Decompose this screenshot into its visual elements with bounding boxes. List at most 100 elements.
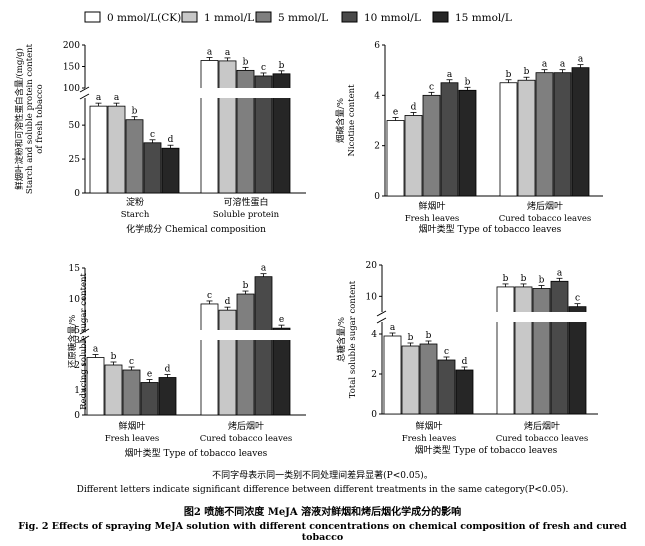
bar [386, 120, 405, 197]
x-axis-label: 烟叶类型 Type of tobacco leaves [125, 447, 268, 459]
bar [89, 105, 108, 194]
category-label-zh: 淀粉 [126, 196, 144, 208]
significance-letter: a [447, 70, 453, 80]
significance-letter: b [465, 77, 471, 87]
bar-break-gap [496, 312, 515, 322]
y-tick-label: 0 [74, 189, 80, 199]
bar-break-gap [272, 330, 291, 340]
significance-letter: e [393, 108, 398, 118]
bar-break-gap [254, 88, 273, 98]
y-tick-label: 5 [74, 326, 80, 336]
y-tick-label: 100 [63, 84, 80, 94]
figure: 0 mmol/L(CK) 1 mmol/L 5 mmol/L 10 mmol/L 15 … [14, 11, 603, 459]
y-tick-label: 2 [374, 142, 380, 152]
bar [535, 72, 554, 197]
significance-letter: b [243, 57, 249, 67]
category-label-en: Fresh leaves [105, 434, 160, 444]
bar-break-gap [568, 312, 587, 322]
bar-break-gap [236, 88, 255, 98]
chart-panel-reducing-sugar: 0 1 2 35 10 15 a b c e d 鲜烟叶 Fresh leaves c d b a e 烤后烟叶 Cu… [67, 264, 306, 459]
bar [440, 82, 459, 197]
y-axis-label: Total soluble sugar content [348, 280, 358, 398]
significance-letter: b [279, 61, 285, 71]
y-tick-label: 20 [366, 261, 378, 271]
y-axis-label: 烟碱含量/% [335, 98, 346, 143]
bar [122, 369, 141, 416]
legend-swatch [341, 11, 358, 23]
y-axis-label: Starch and soluble protein content [25, 43, 35, 194]
category-label-zh: 烤后烟叶 [527, 200, 563, 212]
significance-letter: c [207, 291, 212, 301]
bar [218, 60, 237, 194]
bar [437, 359, 456, 415]
y-tick-label: 4 [371, 330, 377, 340]
bar [272, 327, 291, 416]
bar [571, 67, 590, 197]
significance-letter: a [542, 60, 548, 70]
chart-panel-starch-protein: 0 25 50 100 150 200 a a b c d 淀粉 Starch a a b c b 可溶性蛋白 Sol… [14, 41, 306, 235]
bar [140, 382, 159, 416]
significance-note-zh: 不同字母表示同一类别不同处理间差异显著(P<0.05)。 [212, 471, 433, 481]
x-axis-label: 化学成分 Chemical composition [126, 223, 266, 235]
category-label-en: Starch [121, 210, 150, 220]
legend-swatch [432, 11, 449, 23]
legend-swatch [181, 11, 198, 23]
significance-letter: a [261, 264, 267, 274]
legend-swatch [255, 11, 272, 23]
bar-break-gap [532, 312, 551, 322]
legend: 0 mmol/L(CK) 1 mmol/L 5 mmol/L 10 mmol/L 15 … [84, 11, 512, 24]
axis-break-mark [376, 317, 387, 324]
y-tick-label: 3 [74, 336, 80, 346]
bar [532, 288, 551, 415]
category-label-en: Fresh leaves [402, 434, 457, 444]
y-tick-label: 150 [63, 63, 80, 73]
bar [218, 309, 237, 416]
y-tick-label: 2 [74, 361, 80, 371]
bar-break-gap [218, 88, 237, 98]
y-axis-label: 鲜烟叶淀粉和可溶性蛋白含量/(mg/g) [14, 48, 25, 190]
significance-letter: a [557, 268, 563, 278]
bar [496, 286, 515, 415]
significance-letter: a [560, 60, 566, 70]
bar-break-gap [200, 88, 219, 98]
chart-panel-total-sugar: 0 2 4 10 20 a b b c d 鲜烟叶 Fresh leaves b b b a c 烤后烟叶 Cure… [336, 261, 598, 456]
significance-letter: d [411, 102, 417, 112]
y-tick-label: 10 [366, 292, 378, 302]
axis-break-mark [79, 86, 90, 93]
y-tick-label: 6 [374, 41, 380, 51]
bar [499, 82, 518, 197]
significance-letter: c [129, 357, 134, 367]
bar-break-gap [550, 312, 569, 322]
figure-caption-en: Fig. 2 Effects of spraying MeJA solution… [18, 521, 627, 543]
category-label-en: Fresh leaves [405, 214, 460, 224]
axis-break-mark [79, 328, 90, 335]
category-label-en: Cured tobacco leaves [496, 434, 589, 444]
axis-break-mark [376, 310, 387, 317]
bar [161, 147, 180, 194]
significance-letter: c [150, 130, 155, 140]
significance-letter: c [429, 82, 434, 92]
axis-break-mark [79, 93, 90, 100]
bar-break-gap [200, 330, 219, 340]
category-label-zh: 烤后烟叶 [524, 420, 560, 432]
significance-letter: c [575, 294, 580, 304]
category-label-en: Cured tobacco leaves [499, 214, 592, 224]
significance-letter: b [132, 107, 138, 117]
bar [458, 89, 477, 197]
significance-letter: b [111, 352, 117, 362]
bar [86, 357, 105, 416]
bar-break-gap [218, 330, 237, 340]
legend-label: 1 mmol/L [204, 12, 254, 24]
significance-letter: a [578, 55, 584, 65]
bar-break-gap [254, 330, 273, 340]
significance-letter: d [168, 135, 174, 145]
bar [158, 377, 177, 416]
significance-letter: b [408, 333, 414, 343]
y-tick-label: 10 [69, 295, 81, 305]
category-label-zh: 鲜烟叶 [118, 420, 145, 432]
bar [200, 60, 219, 194]
category-label-en: Cured tobacco leaves [200, 434, 293, 444]
significance-letter: b [503, 274, 509, 284]
bar [550, 280, 569, 415]
y-tick-label: 4 [374, 91, 380, 101]
